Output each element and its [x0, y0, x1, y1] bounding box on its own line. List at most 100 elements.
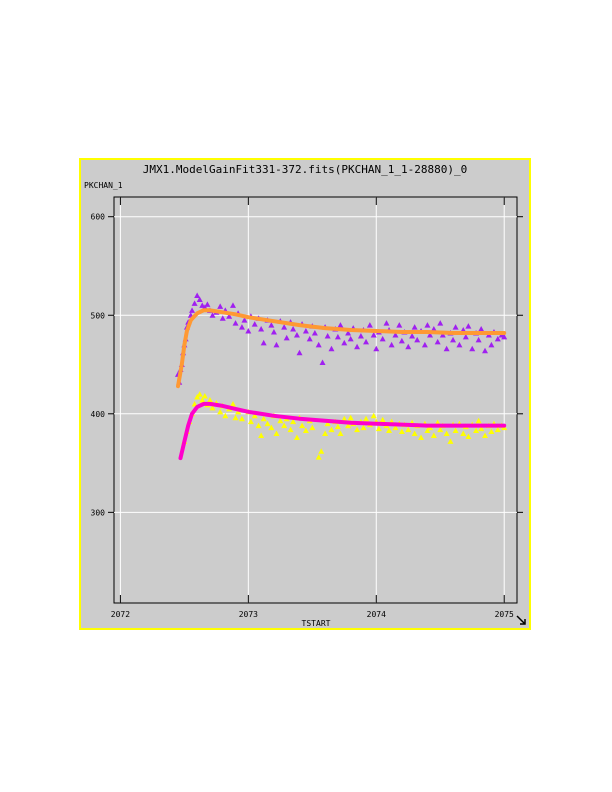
data-point — [430, 326, 437, 332]
data-point — [366, 322, 373, 328]
data-point — [370, 331, 377, 338]
data-point — [379, 416, 386, 423]
fit-line — [178, 401, 507, 461]
x-tick-label: 2074 — [367, 610, 386, 619]
data-point — [238, 324, 245, 330]
data-point — [478, 326, 485, 332]
data-point — [206, 397, 213, 403]
data-point — [260, 339, 267, 346]
data-point — [258, 432, 265, 438]
data-point — [273, 341, 280, 348]
data-point — [319, 359, 326, 366]
data-point — [334, 423, 341, 430]
data-point — [363, 338, 370, 345]
data-point — [245, 328, 252, 334]
x-tick-label: 2072 — [111, 610, 130, 619]
data-point — [311, 329, 318, 336]
data-point — [241, 317, 248, 323]
data-point — [437, 426, 444, 433]
data-point — [452, 427, 459, 434]
data-point — [302, 328, 309, 334]
data-point — [379, 335, 386, 342]
data-point — [398, 337, 405, 344]
data-point — [277, 417, 284, 424]
data-point — [204, 301, 211, 307]
data-point — [418, 434, 425, 440]
data-point — [299, 422, 306, 429]
data-point — [260, 415, 267, 422]
data-point — [309, 424, 316, 431]
y-axis-label: PKCHAN_1 — [84, 181, 123, 190]
data-point — [439, 331, 446, 338]
data-point — [475, 336, 482, 343]
data-point — [488, 341, 495, 348]
data-point — [315, 454, 322, 460]
data-point — [315, 341, 322, 348]
data-point — [478, 425, 485, 432]
data-point — [235, 408, 242, 415]
grid-lines — [114, 197, 517, 603]
data-point — [460, 430, 467, 437]
data-point — [287, 426, 294, 433]
data-point — [341, 339, 348, 346]
data-point — [324, 332, 331, 339]
data-point — [251, 412, 258, 419]
resize-handle-icon[interactable] — [515, 614, 527, 626]
data-point — [222, 412, 229, 419]
data-point — [475, 417, 482, 424]
data-point — [373, 345, 380, 352]
data-point — [414, 336, 421, 343]
data-point — [293, 331, 300, 338]
data-point — [427, 331, 434, 338]
data-point — [290, 418, 297, 425]
data-point — [370, 412, 377, 419]
axis-ticks: 2072 2073 2074 2075 300 400 500 600 — [91, 197, 523, 619]
data-point — [302, 427, 309, 434]
data-point — [465, 323, 472, 329]
data-point — [354, 426, 361, 433]
data-series — [174, 292, 508, 461]
data-point — [443, 430, 450, 437]
data-point — [334, 333, 341, 340]
data-point — [482, 432, 489, 438]
data-point — [375, 425, 382, 432]
data-point — [196, 391, 203, 397]
data-point — [306, 335, 313, 342]
data-point — [465, 433, 472, 439]
fit-line — [176, 308, 507, 389]
data-point — [209, 312, 216, 318]
data-point — [191, 300, 198, 306]
data-point — [501, 333, 508, 340]
data-point — [251, 321, 258, 327]
data-point — [290, 326, 297, 332]
data-point — [456, 341, 463, 348]
data-point — [363, 415, 370, 422]
data-point — [345, 422, 352, 429]
data-point — [347, 414, 354, 421]
data-point — [494, 335, 501, 342]
data-point — [392, 331, 399, 338]
chart-title: JMX1.ModelGainFit331-372.fits(PKCHAN_1_1… — [143, 163, 468, 176]
data-point — [324, 420, 331, 427]
data-point — [337, 322, 344, 328]
data-point — [322, 430, 329, 437]
data-point — [293, 434, 300, 440]
data-point — [345, 329, 352, 336]
data-point — [411, 430, 418, 437]
data-point — [357, 332, 364, 339]
data-point — [354, 343, 361, 350]
data-point — [447, 438, 454, 444]
data-point — [396, 322, 403, 328]
data-point — [238, 415, 245, 422]
data-point — [247, 418, 254, 425]
data-point — [217, 408, 224, 415]
data-point — [226, 313, 233, 319]
data-point — [488, 428, 495, 435]
data-point — [296, 349, 303, 356]
data-point — [434, 338, 441, 345]
data-point — [398, 428, 405, 435]
data-point — [264, 420, 271, 427]
data-point — [258, 326, 265, 332]
data-point — [430, 432, 437, 438]
data-point — [328, 345, 335, 352]
